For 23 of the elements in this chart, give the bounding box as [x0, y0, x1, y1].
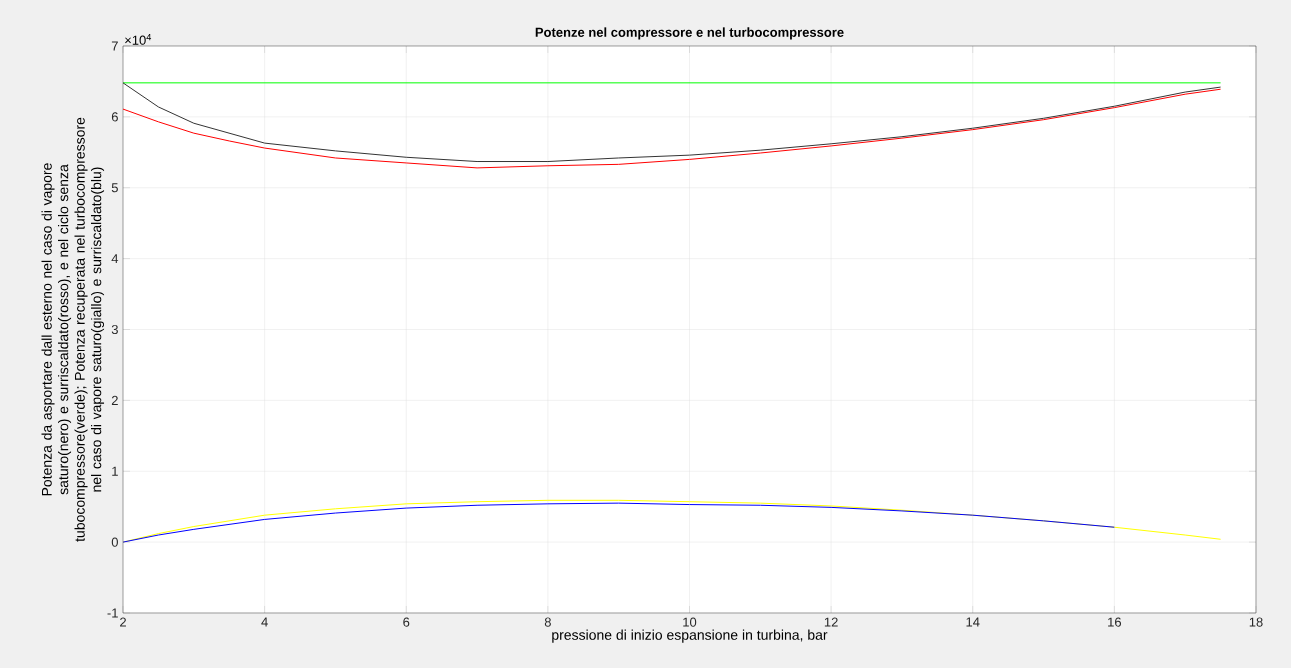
y-tick-label: 6: [111, 112, 118, 122]
x-tick-label: 14: [966, 617, 980, 627]
x-tick-label: 10: [683, 617, 697, 627]
x-tick-label: 4: [261, 617, 268, 627]
x-tick-label: 12: [824, 617, 838, 627]
y-tick-label: 4: [111, 254, 119, 264]
y-tick-label: 2: [111, 395, 118, 405]
text: ×10$^{4}$: [125, 34, 152, 45]
line-series: [122, 502, 1115, 543]
x-axis-title: pressione di inizio espansione in turbina, bar: [552, 629, 828, 643]
x-tick-label: 2: [120, 617, 126, 627]
y-tick-label: 1: [112, 466, 118, 476]
y-tick-label: 3: [111, 324, 118, 335]
y-axis-title: Potenza da asportare dall esterno nel caso di vapore saturo(nero) e surriscaldato(rosso), e nel ciclo senza tubocompressore(verde); Potenza recuperata nel turbocompressore nel caso di vapore saturo(giallo) e surriscaldato(blu): [41, 117, 105, 542]
y-tick-label: 7: [111, 41, 118, 51]
x-tick-label: 8: [544, 617, 551, 627]
y-tick-label: 5: [111, 183, 118, 193]
chart-title: Potenze nel compressore e nel turbocompressore: [535, 27, 844, 40]
y-tick-label: -1: [107, 608, 118, 618]
x-tick-label: 18: [1249, 617, 1263, 627]
y-tick-label: 0: [111, 537, 118, 547]
x-tick-label: 16: [1108, 617, 1122, 627]
x-tick-label: 6: [403, 617, 410, 627]
